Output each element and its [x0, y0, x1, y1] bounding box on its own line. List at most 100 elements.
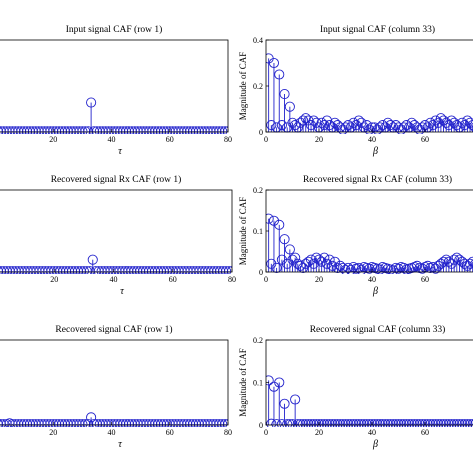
stem-marker [271, 419, 282, 427]
stem-marker [24, 126, 35, 134]
stem-marker [425, 419, 436, 427]
stem-marker [13, 419, 24, 427]
stem-marker [144, 419, 155, 427]
chart-panel-3: 20 40 60 80 Recovered signal Rx CAF (row 1) τ [0, 174, 236, 297]
stem-marker [126, 126, 137, 134]
stem-marker [337, 262, 348, 273]
stem-marker [193, 419, 204, 427]
x-tick-label: 60 [169, 275, 177, 284]
stem-marker [276, 120, 287, 131]
stem-marker [106, 419, 117, 427]
stem-marker [196, 126, 207, 134]
stem-marker [188, 419, 199, 427]
stem-marker [39, 419, 50, 427]
stem-marker [324, 254, 335, 265]
stem-marker [121, 419, 132, 427]
stem-marker [348, 419, 359, 427]
stem-marker [86, 412, 97, 423]
x-tick-label: 20 [50, 275, 58, 284]
stem-marker [217, 419, 228, 427]
stem-marker [7, 419, 18, 427]
stem-marker [390, 419, 401, 427]
stem-marker [364, 263, 375, 274]
stem-marker [176, 126, 187, 134]
stem-marker [170, 419, 181, 427]
stem-marker [45, 419, 56, 427]
x-tick-label: 40 [108, 135, 116, 144]
stem-marker [74, 419, 85, 427]
stem-marker [457, 117, 468, 128]
stem-marker [30, 126, 41, 134]
stem-marker [459, 258, 470, 269]
stem-marker [374, 264, 385, 274]
stem-marker [372, 419, 383, 427]
stem-marker [356, 419, 367, 427]
x-tick-label: 0 [264, 428, 268, 437]
stem-marker [313, 254, 325, 265]
y-tick-label: 0 [259, 268, 263, 277]
stem-marker [56, 419, 68, 427]
stem-marker [449, 419, 460, 427]
x-tick-label: 80 [228, 275, 236, 284]
stem-marker [321, 419, 332, 427]
stem-marker [393, 419, 404, 427]
stem-marker [316, 117, 327, 128]
x-axis-label: β [372, 146, 378, 157]
stem-marker [462, 419, 473, 427]
stem-marker [167, 419, 178, 427]
stem-marker [446, 419, 457, 427]
stem-marker [153, 126, 164, 134]
x-tick-label: 20 [315, 135, 323, 144]
stem-marker [279, 89, 290, 100]
stem-marker [295, 419, 306, 427]
stem-marker [404, 419, 415, 427]
chart-title: Recovered signal CAF (row 1) [55, 324, 172, 335]
x-tick-label: 60 [166, 135, 174, 144]
stem-marker [211, 419, 222, 427]
stem-marker [4, 126, 15, 134]
stem-marker [361, 419, 372, 427]
x-tick-label: 0 [264, 135, 268, 144]
stem-marker [414, 419, 425, 427]
stem-marker [115, 126, 126, 134]
stem-marker [353, 262, 364, 273]
stem-marker [65, 126, 76, 134]
stem-marker [202, 419, 213, 427]
stem-marker [132, 126, 143, 134]
x-axis-label: τ [118, 439, 122, 450]
stem-marker [94, 126, 105, 134]
chart-panel-4: 0 20 40 60 0 0.1 0.2 Recovered signal Rx CAF (c… [238, 174, 473, 297]
stem-marker [62, 126, 73, 134]
stem-marker [451, 120, 462, 131]
stem-marker [13, 126, 24, 134]
stem-marker [290, 394, 301, 405]
x-tick-label: 40 [110, 275, 118, 284]
stem-marker [141, 126, 152, 134]
x-tick-label: 40 [108, 428, 116, 437]
stem-marker [282, 419, 293, 427]
stem-marker [167, 126, 178, 134]
x-tick-label: 20 [315, 428, 323, 437]
stem-marker [465, 117, 473, 128]
stem-marker [153, 419, 164, 427]
stem-marker [0, 419, 9, 427]
stem-marker [112, 419, 123, 427]
stem-marker [329, 419, 340, 427]
stem-marker [19, 419, 30, 427]
stem-marker [377, 419, 388, 427]
x-tick-label: 40 [368, 428, 376, 437]
axes-frame [0, 339, 229, 426]
stem-marker [83, 126, 94, 134]
stem-marker [292, 419, 303, 427]
stem-marker [398, 262, 409, 273]
stem-marker [433, 419, 444, 427]
stem-marker [51, 126, 62, 134]
stem-marker [65, 419, 76, 427]
stem-marker [274, 219, 285, 230]
stem-marker [417, 419, 428, 427]
stem-marker [71, 126, 82, 134]
stem-marker [388, 419, 399, 427]
x-axis-label: τ [118, 146, 122, 157]
stem-marker [202, 126, 213, 134]
stem-marker [132, 419, 143, 427]
